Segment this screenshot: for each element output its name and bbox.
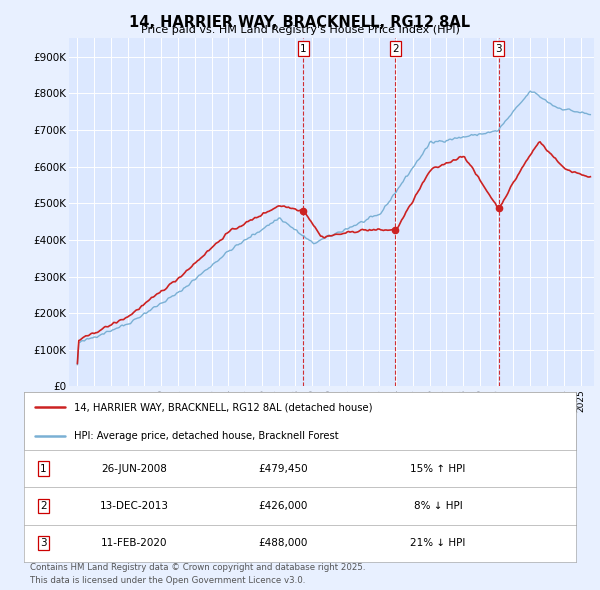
Text: £479,450: £479,450 <box>259 464 308 474</box>
Text: 8% ↓ HPI: 8% ↓ HPI <box>413 501 463 511</box>
Text: This data is licensed under the Open Government Licence v3.0.: This data is licensed under the Open Gov… <box>30 576 305 585</box>
Text: 1: 1 <box>300 44 307 54</box>
Text: 15% ↑ HPI: 15% ↑ HPI <box>410 464 466 474</box>
Text: Price paid vs. HM Land Registry's House Price Index (HPI): Price paid vs. HM Land Registry's House … <box>140 25 460 35</box>
Text: 14, HARRIER WAY, BRACKNELL, RG12 8AL (detached house): 14, HARRIER WAY, BRACKNELL, RG12 8AL (de… <box>74 402 372 412</box>
Text: 21% ↓ HPI: 21% ↓ HPI <box>410 538 466 548</box>
Text: 2: 2 <box>392 44 398 54</box>
Text: HPI: Average price, detached house, Bracknell Forest: HPI: Average price, detached house, Brac… <box>74 431 338 441</box>
Text: 14, HARRIER WAY, BRACKNELL, RG12 8AL: 14, HARRIER WAY, BRACKNELL, RG12 8AL <box>130 15 470 30</box>
Text: £488,000: £488,000 <box>259 538 308 548</box>
Text: 1: 1 <box>40 464 47 474</box>
Text: 26-JUN-2008: 26-JUN-2008 <box>101 464 167 474</box>
Text: Contains HM Land Registry data © Crown copyright and database right 2025.: Contains HM Land Registry data © Crown c… <box>30 563 365 572</box>
Text: 11-FEB-2020: 11-FEB-2020 <box>101 538 167 548</box>
Text: 3: 3 <box>495 44 502 54</box>
Text: 2: 2 <box>40 501 47 511</box>
Text: £426,000: £426,000 <box>259 501 308 511</box>
Text: 3: 3 <box>40 538 47 548</box>
Text: 13-DEC-2013: 13-DEC-2013 <box>100 501 169 511</box>
